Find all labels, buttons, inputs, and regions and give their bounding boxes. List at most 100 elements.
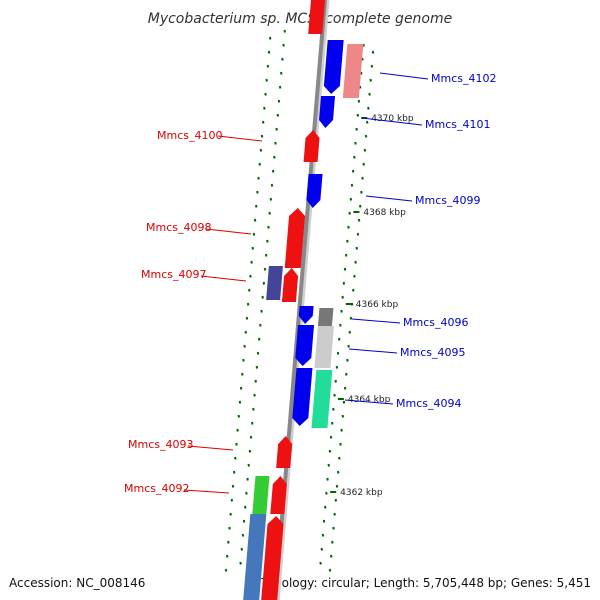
ring-dot bbox=[357, 218, 361, 222]
leader-line bbox=[344, 399, 394, 405]
ring-dot bbox=[263, 267, 267, 271]
ring-dot bbox=[238, 400, 242, 404]
ring-dot bbox=[319, 561, 322, 565]
ring-dot bbox=[248, 449, 252, 453]
ring-dot bbox=[241, 533, 245, 537]
leader-line bbox=[205, 228, 252, 235]
ring-dot bbox=[356, 232, 360, 236]
ring-dot bbox=[346, 239, 349, 243]
ring-dot bbox=[268, 36, 272, 40]
ring-dot bbox=[348, 211, 351, 215]
ring-dot bbox=[352, 288, 355, 292]
leader-line bbox=[217, 135, 263, 142]
ring-dot bbox=[330, 421, 334, 425]
leader-line bbox=[379, 72, 429, 80]
ring-dot bbox=[269, 197, 273, 201]
ring-dot bbox=[274, 141, 277, 145]
ring-dot bbox=[260, 134, 264, 138]
ring-dot bbox=[259, 148, 263, 152]
ring-dot bbox=[360, 71, 363, 75]
gene-label-mmcs-4102[interactable]: Mmcs_4102 bbox=[431, 72, 496, 85]
ring-dot bbox=[353, 155, 356, 159]
gene-label-mmcs-4092[interactable]: Mmcs_4092 bbox=[124, 482, 189, 495]
ring-dot bbox=[335, 484, 339, 488]
ring-dot bbox=[362, 43, 365, 47]
gene-label-mmcs-4098[interactable]: Mmcs_4098 bbox=[146, 221, 211, 234]
ring-dot bbox=[225, 554, 229, 558]
gene-label-mmcs-4100[interactable]: Mmcs_4100 bbox=[157, 129, 222, 142]
ring-dot bbox=[268, 211, 271, 215]
ring-dot bbox=[257, 176, 260, 180]
ring-dot bbox=[280, 71, 283, 75]
ring-dot bbox=[342, 400, 346, 404]
ring-dot bbox=[277, 99, 281, 103]
ring-dot bbox=[358, 85, 362, 89]
ring-dot bbox=[227, 540, 230, 544]
ring-dot bbox=[253, 218, 257, 222]
ring-dot bbox=[257, 337, 261, 341]
ring-dot bbox=[363, 148, 367, 152]
ring-dot bbox=[364, 134, 368, 138]
ring-dot bbox=[242, 358, 245, 362]
ring-dot bbox=[370, 64, 374, 68]
ring-dot bbox=[256, 190, 259, 194]
gene-arrow-mmcs-4097 bbox=[281, 268, 299, 302]
ring-dot bbox=[344, 253, 348, 257]
ring-dot bbox=[347, 225, 350, 229]
gene-arrow-mmcs-4096 bbox=[298, 306, 314, 324]
ring-dot bbox=[239, 561, 242, 565]
leader-line bbox=[351, 318, 401, 324]
ring-dot bbox=[245, 316, 249, 320]
gene-label-mmcs-4101[interactable]: Mmcs_4101 bbox=[425, 118, 490, 131]
ring-dot bbox=[329, 554, 333, 558]
ring-dot bbox=[229, 512, 232, 516]
ring-dot bbox=[266, 239, 269, 243]
gene-label-mmcs-4094[interactable]: Mmcs_4094 bbox=[396, 397, 461, 410]
gene-label-mmcs-4099[interactable]: Mmcs_4099 bbox=[415, 194, 480, 207]
ring-dot bbox=[235, 442, 238, 446]
ring-dot bbox=[343, 267, 347, 271]
ring-dot bbox=[234, 456, 237, 460]
ring-dot bbox=[256, 351, 260, 355]
gene-arrow-mmcs-4093 bbox=[276, 436, 293, 468]
scale-tick-label: 4366 kbp bbox=[356, 300, 399, 310]
ring-dot bbox=[346, 358, 349, 362]
ring-dot bbox=[355, 246, 358, 250]
gene-arrow-mmcs-4095 bbox=[295, 325, 315, 366]
scale-tick-label: 4370 kbp bbox=[371, 114, 414, 124]
ring-dot bbox=[245, 491, 248, 495]
ring-dot bbox=[283, 29, 286, 33]
ring-dot bbox=[278, 85, 282, 89]
ring-dot bbox=[250, 260, 253, 264]
ring-dot bbox=[362, 162, 365, 166]
leader-line bbox=[200, 275, 247, 282]
ring-dot bbox=[340, 309, 343, 313]
ring-dot bbox=[336, 470, 340, 474]
gene-rect bbox=[243, 514, 267, 600]
ring-dot bbox=[349, 197, 353, 201]
ring-dot bbox=[329, 435, 333, 439]
ring-dot bbox=[324, 505, 327, 509]
ring-dot bbox=[342, 281, 346, 285]
gene-label-mmcs-4096[interactable]: Mmcs_4096 bbox=[403, 316, 468, 329]
gene-arrow-mmcs-4101 bbox=[319, 96, 336, 128]
ring-dot bbox=[361, 176, 364, 180]
gene-features bbox=[243, 0, 364, 600]
ring-dot bbox=[273, 155, 276, 159]
ring-dot bbox=[240, 547, 243, 551]
ring-dot bbox=[263, 106, 266, 110]
gene-label-mmcs-4097[interactable]: Mmcs_4097 bbox=[141, 268, 206, 281]
ring-dot bbox=[281, 57, 284, 61]
gene-label-mmcs-4095[interactable]: Mmcs_4095 bbox=[400, 346, 465, 359]
gene-label-mmcs-4093[interactable]: Mmcs_4093 bbox=[128, 438, 193, 451]
ring-dot bbox=[343, 386, 347, 390]
gene-arrow bbox=[261, 516, 284, 600]
accession-text: Accession: NC_008146 bbox=[9, 576, 145, 590]
ring-dot bbox=[261, 295, 264, 299]
ring-dot bbox=[360, 190, 363, 194]
ring-dot bbox=[265, 78, 268, 82]
ring-dot bbox=[264, 92, 267, 96]
gene-arrow-mmcs-4098 bbox=[284, 208, 306, 268]
ring-dot bbox=[251, 246, 254, 250]
ring-dot bbox=[327, 463, 330, 467]
